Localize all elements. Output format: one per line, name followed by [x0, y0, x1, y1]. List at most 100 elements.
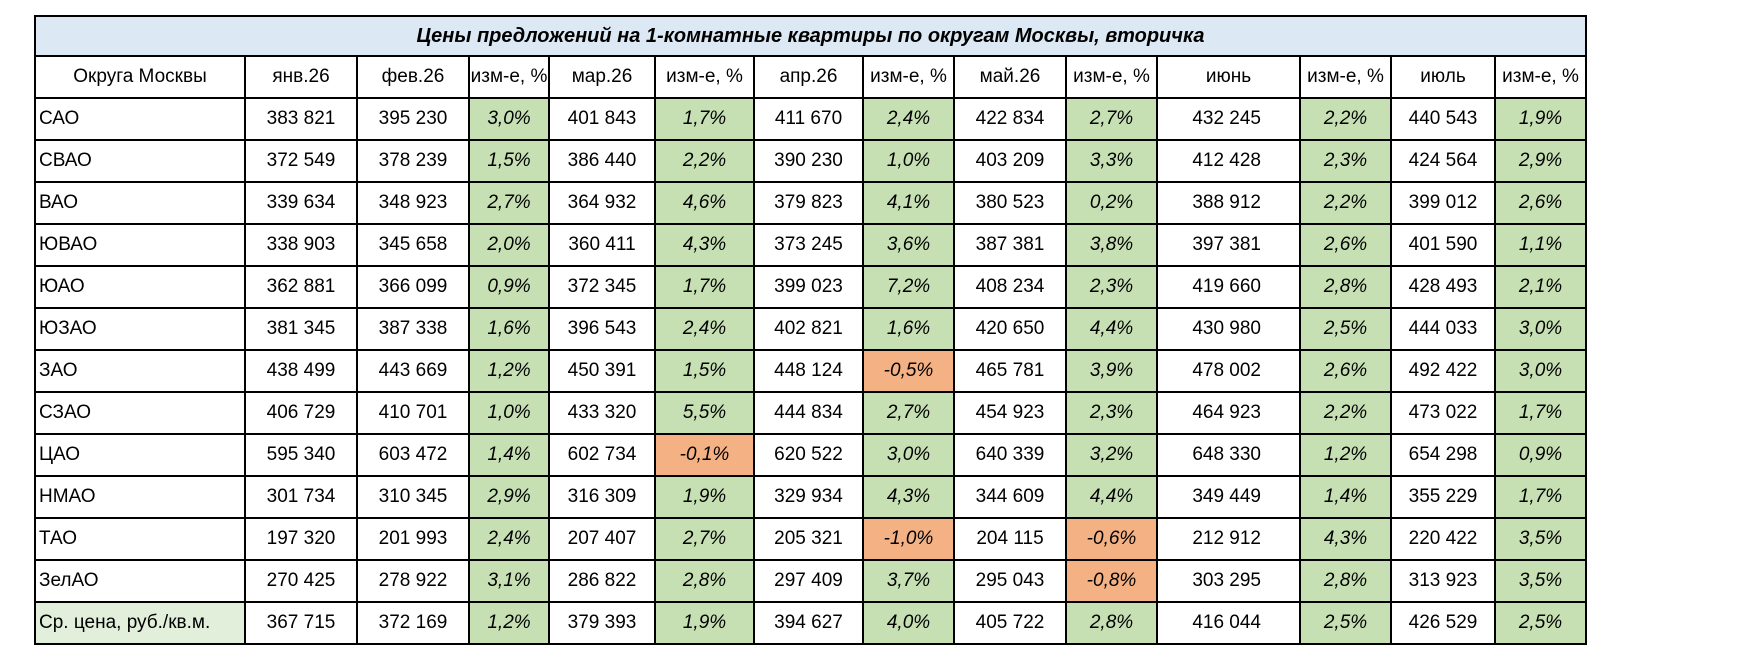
price-cell: 390 230 [753, 139, 864, 183]
price-cell: 399 023 [753, 265, 864, 309]
district-name: ЦАО [34, 433, 246, 477]
change-cell: 4,3% [654, 223, 755, 267]
change-cell: 3,0% [1494, 349, 1587, 393]
price-cell: 360 411 [548, 223, 656, 267]
price-cell: 379 823 [753, 181, 864, 225]
change-cell: 1,9% [1494, 97, 1587, 141]
change-cell: 2,8% [1299, 265, 1392, 309]
price-cell: 344 609 [953, 475, 1067, 519]
table-row: ЦАО 595 340 603 472 1,4% 602 734 -0,1% 620 522… [34, 433, 1587, 477]
change-cell: 2,2% [1299, 181, 1392, 225]
price-cell: 388 912 [1156, 181, 1301, 225]
price-cell: 207 407 [548, 517, 656, 561]
price-cell: 372 549 [244, 139, 358, 183]
column-header-change: июнь [1156, 55, 1301, 99]
change-cell: 3,0% [468, 97, 550, 141]
price-cell: 426 529 [1390, 601, 1496, 645]
price-cell: 386 440 [548, 139, 656, 183]
price-cell: 395 230 [356, 97, 470, 141]
column-header-change: мар.26 [548, 55, 656, 99]
change-cell: 3,7% [862, 559, 955, 603]
change-cell: 1,0% [862, 139, 955, 183]
district-name: СЗАО [34, 391, 246, 435]
price-cell: 339 634 [244, 181, 358, 225]
price-cell: 416 044 [1156, 601, 1301, 645]
change-cell: 2,3% [1299, 139, 1392, 183]
change-cell: 4,3% [1299, 517, 1392, 561]
change-cell: 4,4% [1065, 475, 1158, 519]
column-header-district: Округа Москвы [34, 55, 246, 99]
change-cell: 2,8% [1299, 559, 1392, 603]
price-cell: 301 734 [244, 475, 358, 519]
price-cell: 478 002 [1156, 349, 1301, 393]
price-cell: 402 821 [753, 307, 864, 351]
price-cell: 401 843 [548, 97, 656, 141]
price-cell: 303 295 [1156, 559, 1301, 603]
change-cell: 1,7% [1494, 475, 1587, 519]
price-cell: 396 543 [548, 307, 656, 351]
change-cell: 2,6% [1299, 223, 1392, 267]
header-row: Округа Москвы янв.26 фев.26 изм-е, % мар.26 и… [34, 55, 1587, 99]
change-cell: -0,1% [654, 433, 755, 477]
change-cell: 2,0% [468, 223, 550, 267]
change-cell: 1,6% [468, 307, 550, 351]
price-cell: 373 245 [753, 223, 864, 267]
table-row: ЮАО 362 881 366 099 0,9% 372 345 1,7% 399 023 7… [34, 265, 1587, 309]
change-cell: -0,6% [1065, 517, 1158, 561]
price-cell: 348 923 [356, 181, 470, 225]
price-cell: 464 923 [1156, 391, 1301, 435]
price-cell: 381 345 [244, 307, 358, 351]
price-table: Цены предложений на 1-комнатные квартиры… [34, 15, 1587, 645]
change-cell: 1,1% [1494, 223, 1587, 267]
table-row: СЗАО 406 729 410 701 1,0% 433 320 5,5% 444 834… [34, 391, 1587, 435]
price-cell: 349 449 [1156, 475, 1301, 519]
change-cell: 4,1% [862, 181, 955, 225]
change-cell: 3,5% [1494, 517, 1587, 561]
price-cell: 378 239 [356, 139, 470, 183]
change-cell: 4,0% [862, 601, 955, 645]
change-cell: 2,2% [1299, 391, 1392, 435]
column-header-month: изм-е, % [468, 55, 550, 99]
change-cell: 2,3% [1065, 391, 1158, 435]
price-cell: 212 912 [1156, 517, 1301, 561]
change-cell: 1,9% [654, 475, 755, 519]
price-cell: 443 669 [356, 349, 470, 393]
change-cell: 1,7% [654, 97, 755, 141]
district-name: САО [34, 97, 246, 141]
change-cell: 2,8% [654, 559, 755, 603]
change-cell: -1,0% [862, 517, 955, 561]
table-row: ЗелАО 270 425 278 922 3,1% 286 822 2,8% 297 40… [34, 559, 1587, 603]
price-cell: 297 409 [753, 559, 864, 603]
change-cell: 2,7% [862, 391, 955, 435]
change-cell: 2,1% [1494, 265, 1587, 309]
price-cell: 197 320 [244, 517, 358, 561]
change-cell: -0,8% [1065, 559, 1158, 603]
price-cell: 201 993 [356, 517, 470, 561]
change-cell: 4,4% [1065, 307, 1158, 351]
price-cell: 220 422 [1390, 517, 1496, 561]
change-cell: 2,4% [468, 517, 550, 561]
price-cell: 329 934 [753, 475, 864, 519]
price-cell: 428 493 [1390, 265, 1496, 309]
change-cell: 1,9% [654, 601, 755, 645]
price-cell: 440 543 [1390, 97, 1496, 141]
column-header-month: изм-е, % [862, 55, 955, 99]
change-cell: 3,0% [862, 433, 955, 477]
table-row: ЮЗАО 381 345 387 338 1,6% 396 543 2,4% 402 821… [34, 307, 1587, 351]
price-cell: 380 523 [953, 181, 1067, 225]
price-cell: 640 339 [953, 433, 1067, 477]
change-cell: 3,1% [468, 559, 550, 603]
district-name: ЗелАО [34, 559, 246, 603]
change-cell: 3,8% [1065, 223, 1158, 267]
change-cell: 3,0% [1494, 307, 1587, 351]
price-cell: 420 650 [953, 307, 1067, 351]
price-cell: 313 923 [1390, 559, 1496, 603]
table-row: САО 383 821 395 230 3,0% 401 843 1,7% 411 670 2… [34, 97, 1587, 141]
price-cell: 473 022 [1390, 391, 1496, 435]
change-cell: 2,5% [1299, 307, 1392, 351]
change-cell: 2,7% [468, 181, 550, 225]
price-cell: 383 821 [244, 97, 358, 141]
district-name: ЮАО [34, 265, 246, 309]
price-cell: 270 425 [244, 559, 358, 603]
change-cell: 2,8% [1065, 601, 1158, 645]
